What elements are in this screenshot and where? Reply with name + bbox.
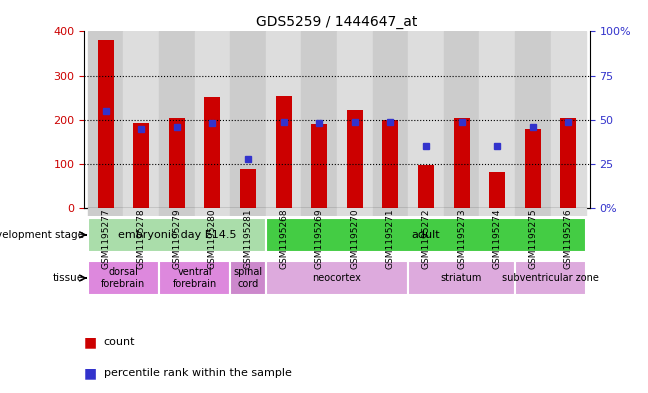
- Text: percentile rank within the sample: percentile rank within the sample: [104, 368, 292, 378]
- Text: development stage: development stage: [0, 230, 84, 240]
- Text: GSM1195278: GSM1195278: [137, 209, 146, 269]
- Bar: [408, 261, 515, 295]
- Bar: [444, 208, 480, 216]
- Text: GSM1195276: GSM1195276: [564, 209, 573, 269]
- Text: GSM1195270: GSM1195270: [351, 209, 359, 269]
- Text: GSM1195269: GSM1195269: [315, 209, 323, 269]
- Bar: [408, 31, 444, 208]
- Bar: [418, 165, 434, 208]
- Bar: [159, 31, 194, 208]
- Bar: [123, 208, 159, 216]
- Bar: [561, 118, 576, 208]
- Text: GSM1195280: GSM1195280: [208, 209, 217, 269]
- Bar: [194, 208, 230, 216]
- Text: ■: ■: [84, 366, 97, 380]
- Bar: [301, 31, 337, 208]
- Bar: [489, 172, 505, 208]
- Bar: [551, 31, 586, 208]
- Text: tissue: tissue: [52, 273, 84, 283]
- Title: GDS5259 / 1444647_at: GDS5259 / 1444647_at: [256, 15, 418, 29]
- Bar: [266, 31, 301, 208]
- Bar: [454, 118, 470, 208]
- Bar: [87, 31, 123, 208]
- Bar: [337, 208, 373, 216]
- Bar: [515, 31, 551, 208]
- Text: GSM1195273: GSM1195273: [457, 209, 466, 269]
- Text: GSM1195275: GSM1195275: [528, 209, 537, 269]
- Bar: [98, 40, 113, 208]
- Text: GSM1195279: GSM1195279: [172, 209, 181, 269]
- Bar: [230, 261, 266, 295]
- Bar: [275, 95, 292, 208]
- Bar: [87, 218, 266, 252]
- Text: dorsal
forebrain: dorsal forebrain: [101, 267, 146, 289]
- Text: ventral
forebrain: ventral forebrain: [172, 267, 216, 289]
- Bar: [301, 208, 337, 216]
- Text: count: count: [104, 337, 135, 347]
- Text: GSM1195268: GSM1195268: [279, 209, 288, 269]
- Text: neocortex: neocortex: [312, 273, 362, 283]
- Bar: [123, 31, 159, 208]
- Text: subventricular zone: subventricular zone: [502, 273, 599, 283]
- Bar: [87, 208, 123, 216]
- Text: spinal
cord: spinal cord: [233, 267, 262, 289]
- Bar: [168, 118, 185, 208]
- Text: GSM1195274: GSM1195274: [492, 209, 502, 269]
- Bar: [408, 208, 444, 216]
- Bar: [551, 208, 586, 216]
- Bar: [373, 208, 408, 216]
- Text: embryonic day E14.5: embryonic day E14.5: [117, 230, 236, 240]
- Bar: [230, 31, 266, 208]
- Bar: [266, 218, 586, 252]
- Text: GSM1195281: GSM1195281: [244, 209, 253, 269]
- Bar: [515, 261, 586, 295]
- Bar: [373, 31, 408, 208]
- Bar: [159, 208, 194, 216]
- Text: adult: adult: [411, 230, 440, 240]
- Bar: [480, 208, 515, 216]
- Bar: [444, 31, 480, 208]
- Bar: [266, 208, 301, 216]
- Bar: [266, 261, 408, 295]
- Text: GSM1195272: GSM1195272: [421, 209, 430, 269]
- Bar: [382, 120, 399, 208]
- Bar: [480, 31, 515, 208]
- Bar: [347, 110, 363, 208]
- Bar: [159, 261, 230, 295]
- Bar: [133, 123, 149, 208]
- Text: GSM1195271: GSM1195271: [386, 209, 395, 269]
- Bar: [204, 97, 220, 208]
- Bar: [87, 261, 159, 295]
- Bar: [515, 208, 551, 216]
- Bar: [311, 124, 327, 208]
- Text: ■: ■: [84, 335, 97, 349]
- Bar: [194, 31, 230, 208]
- Text: striatum: striatum: [441, 273, 482, 283]
- Bar: [337, 31, 373, 208]
- Bar: [230, 208, 266, 216]
- Bar: [525, 129, 540, 208]
- Bar: [240, 169, 256, 208]
- Text: GSM1195277: GSM1195277: [101, 209, 110, 269]
